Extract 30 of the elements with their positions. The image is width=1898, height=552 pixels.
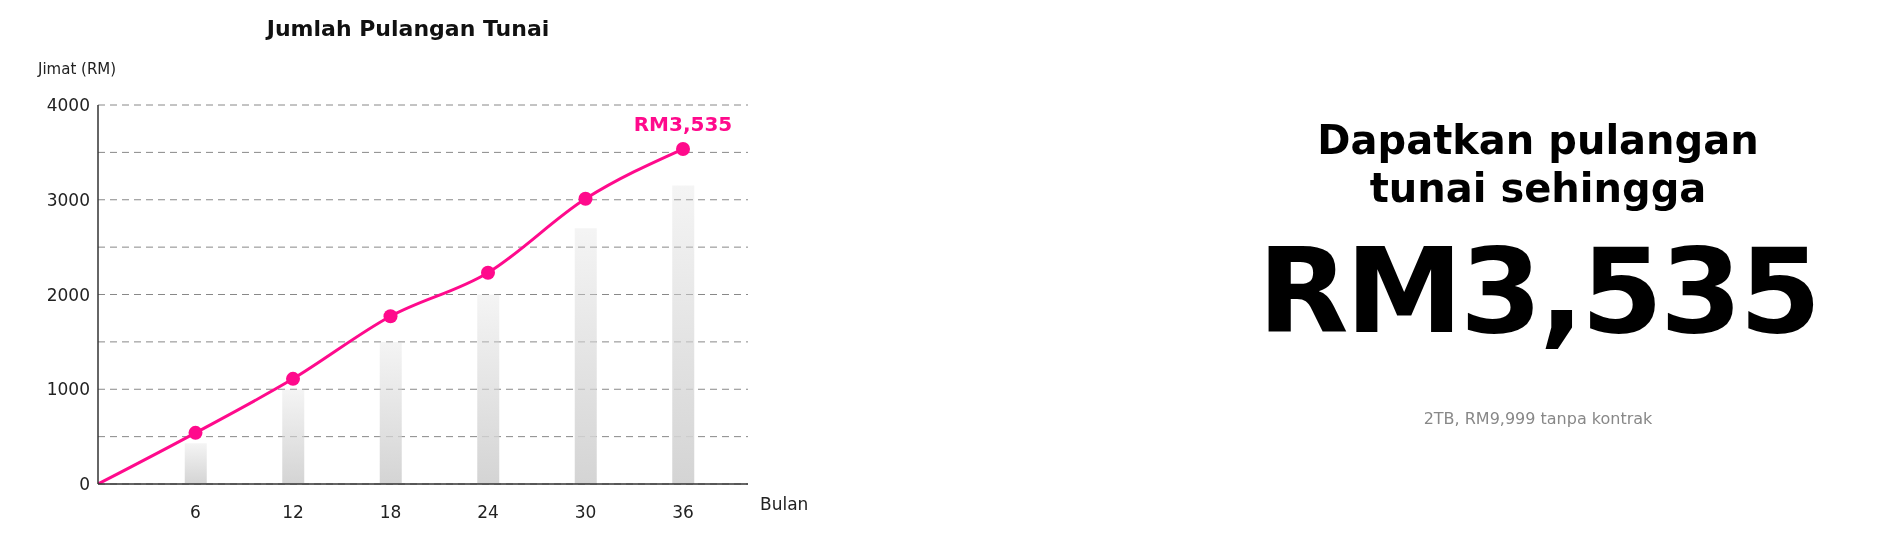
y-axis-title: Jimat (RM) [38, 60, 117, 78]
x-tick-label: 12 [282, 502, 304, 523]
text: 2TB, RM9,999 tanpa kontrak [1422, 409, 1654, 429]
point [286, 371, 300, 386]
point [676, 142, 690, 157]
point [481, 265, 495, 280]
bar [672, 185, 695, 484]
y-tick-label: 4000 [46, 95, 90, 116]
point [383, 309, 398, 324]
bar [477, 294, 500, 484]
x-tick-label: 6 [190, 502, 201, 523]
x-tick-label: 18 [379, 502, 402, 523]
x-tick-label: 36 [672, 502, 694, 523]
bar [282, 389, 305, 484]
bar [184, 443, 207, 484]
x-tick-label: 30 [574, 502, 597, 523]
annotation: RM3,535 [633, 112, 733, 137]
chart-title: Jumlah Pulangan Tunai [264, 16, 551, 41]
y-tick-label: 0 [79, 474, 90, 495]
point [578, 191, 593, 206]
x-axis-title: Bulan [760, 494, 809, 514]
bar [379, 341, 402, 484]
point [188, 425, 203, 440]
text: RM3,535 [1256, 221, 1820, 362]
y-tick-label: 2000 [46, 284, 90, 305]
text: Dapatkan pulangan tunai sehingga [1316, 116, 1760, 212]
x-tick-label: 24 [477, 502, 499, 523]
y-tick-label: 1000 [46, 379, 90, 400]
y-tick-label: 3000 [46, 189, 90, 210]
bar [574, 228, 597, 484]
